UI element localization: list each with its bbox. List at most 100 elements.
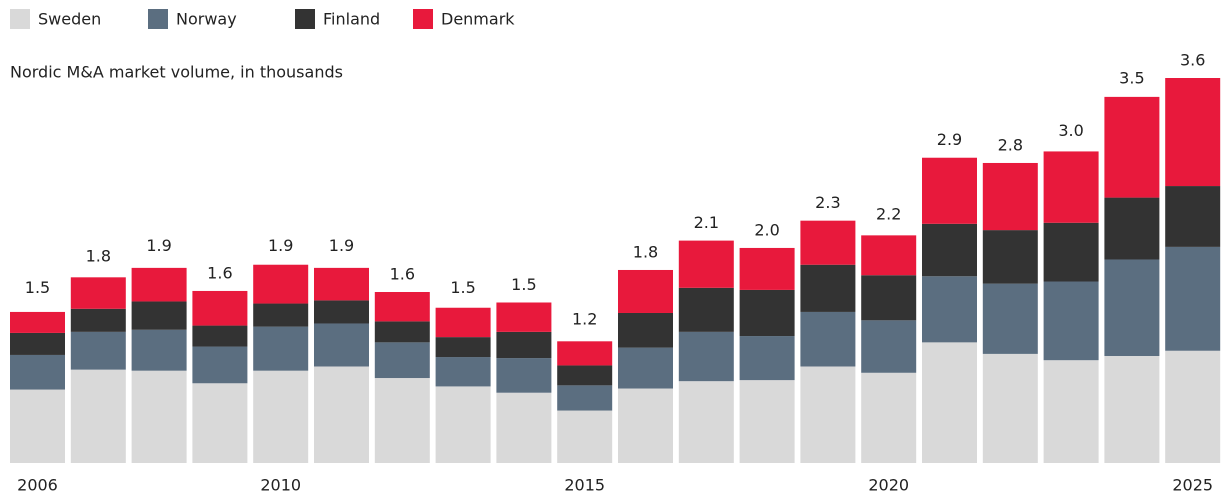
bar-segment: [1043, 222, 1099, 282]
total-label: 1.6: [207, 263, 232, 282]
legend-swatch: [148, 9, 168, 29]
bar-segment: [982, 230, 1038, 284]
bar-segment: [374, 378, 430, 463]
bar-segment: [253, 303, 309, 327]
total-label: 2.8: [998, 135, 1023, 154]
x-tick-label: 2010: [260, 476, 301, 495]
bar-segment: [800, 220, 856, 265]
bar-segment: [374, 321, 430, 343]
legend-swatch: [413, 9, 433, 29]
bar-segment: [618, 347, 673, 389]
bar-segment: [131, 267, 187, 302]
bar-segment: [982, 283, 1038, 354]
bar-segment: [131, 329, 187, 371]
bar-segment: [253, 326, 309, 371]
bar-segment: [496, 331, 552, 359]
bar-segment: [496, 392, 552, 463]
bar-segment: [1104, 96, 1160, 198]
bar-segment: [1104, 355, 1160, 463]
bar-segment: [678, 287, 734, 332]
bar-segment: [314, 267, 369, 301]
bar-segment: [861, 275, 917, 321]
bar-segment: [131, 301, 187, 330]
bar-segment: [861, 320, 917, 373]
legend-label: Norway: [176, 10, 237, 29]
bar-segment: [10, 311, 65, 333]
bar-segment: [678, 240, 734, 288]
bar-segment: [618, 269, 673, 313]
bar-segment: [739, 380, 795, 463]
bar-segment: [800, 264, 856, 312]
legend-label: Finland: [323, 10, 380, 29]
bar-segment: [496, 358, 552, 393]
bar-segment: [10, 354, 65, 390]
bar-segment: [435, 307, 491, 338]
total-label: 1.5: [450, 278, 475, 297]
chart-subtitle: Nordic M&A market volume, in thousands: [10, 63, 343, 82]
total-label: 1.8: [633, 242, 658, 261]
total-label: 2.0: [754, 220, 779, 239]
bar-segment: [10, 332, 65, 355]
bar-segment: [557, 365, 613, 386]
bar-segment: [618, 388, 673, 463]
bar-segment: [922, 276, 977, 343]
bar-segment: [435, 386, 491, 463]
bar-segment: [253, 264, 309, 304]
bar-segment: [800, 311, 856, 367]
bar-segment: [1104, 259, 1160, 356]
bar-segment: [192, 346, 248, 384]
bar-segment: [678, 331, 734, 382]
bar-segment: [922, 342, 977, 463]
bar-segment: [192, 325, 248, 347]
bar-segment: [922, 223, 977, 277]
bar-segment: [678, 381, 734, 463]
bar-segment: [70, 331, 126, 370]
total-label: 1.9: [146, 236, 171, 255]
bar-segment: [314, 300, 369, 324]
bar-segment: [861, 372, 917, 463]
total-label: 1.5: [25, 278, 50, 297]
bar-segment: [1165, 246, 1221, 351]
total-label: 1.6: [390, 265, 415, 284]
bar-segment: [1043, 360, 1099, 463]
bar-segment: [739, 247, 795, 290]
total-label: 1.9: [268, 236, 293, 255]
bar-segment: [1165, 186, 1221, 247]
x-tick-label: 2020: [868, 476, 909, 495]
bar-segment: [314, 323, 369, 367]
legend-swatch: [10, 9, 30, 29]
total-label: 3.5: [1119, 68, 1144, 87]
bar-segment: [800, 366, 856, 463]
bar-segment: [982, 162, 1038, 231]
legend-swatch: [295, 9, 315, 29]
bar-segment: [70, 369, 126, 463]
total-label: 3.6: [1180, 51, 1205, 70]
total-label: 2.9: [937, 130, 962, 149]
bar-segment: [557, 410, 613, 463]
x-tick-label: 2015: [564, 476, 605, 495]
bar-segment: [1104, 197, 1160, 260]
bar-segment: [70, 308, 126, 332]
bar-segment: [435, 337, 491, 358]
bar-segment: [70, 277, 126, 309]
total-label: 2.1: [694, 213, 719, 232]
bar-segment: [1043, 151, 1099, 223]
bar-segment: [192, 290, 248, 326]
total-label: 1.2: [572, 310, 597, 329]
bar-segment: [253, 370, 309, 463]
bar-segment: [861, 235, 917, 276]
x-tick-label: 2025: [1172, 476, 1213, 495]
bar-segment: [192, 383, 248, 463]
bar-segment: [10, 389, 65, 463]
bar-segment: [922, 157, 977, 224]
legend-label: Sweden: [38, 10, 101, 29]
bar-segment: [557, 341, 613, 366]
bar-segment: [557, 385, 613, 411]
bar-segment: [739, 336, 795, 381]
bar-segment: [618, 312, 673, 348]
legend-label: Denmark: [441, 10, 515, 29]
x-tick-label: 2006: [17, 476, 58, 495]
bar-segment: [374, 342, 430, 379]
bar-segment: [982, 353, 1038, 463]
